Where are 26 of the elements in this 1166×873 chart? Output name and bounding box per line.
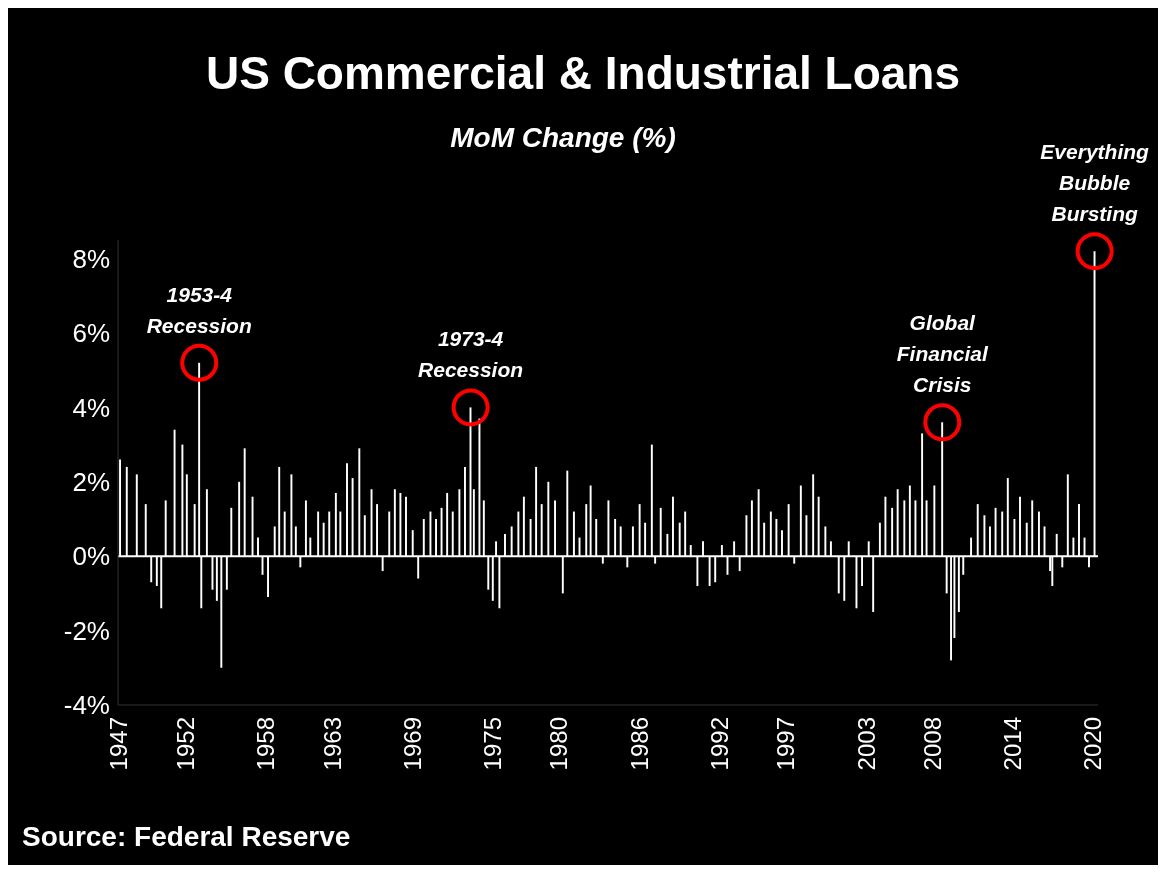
x-tick-label: 2008 xyxy=(919,717,947,771)
y-tick-label: 4% xyxy=(72,392,110,423)
annotation: 1953-4 Recession xyxy=(146,282,252,337)
x-tick-label: 1986 xyxy=(625,717,653,771)
x-tick-label: 2003 xyxy=(852,717,880,771)
y-tick-label: 8% xyxy=(72,243,110,274)
annotation: Everything Bubble Bursting xyxy=(1040,140,1150,226)
x-tick-label: 1997 xyxy=(772,717,800,771)
x-tick-label: 1963 xyxy=(318,717,346,771)
source-note: Source: Federal Reserve xyxy=(22,821,351,853)
x-tick-label: 1975 xyxy=(478,717,506,771)
x-tick-label: 2014 xyxy=(999,717,1027,771)
x-tick-label: 1958 xyxy=(251,717,279,771)
x-tick-label: 1992 xyxy=(705,717,733,771)
chart-subtitle: MoM Change (%) xyxy=(450,122,676,153)
y-tick-label: 2% xyxy=(72,467,110,498)
x-tick-label: 1980 xyxy=(545,717,573,771)
annotation: 1973-4 Recession xyxy=(418,327,524,382)
x-tick-label: 2020 xyxy=(1079,717,1107,771)
x-tick-label: 1969 xyxy=(398,717,426,771)
x-tick-label: 1952 xyxy=(171,717,199,771)
y-tick-label: 0% xyxy=(72,541,110,572)
y-tick-label: 6% xyxy=(72,318,110,349)
chart-title: US Commercial & Industrial Loans xyxy=(204,46,962,100)
y-tick-label: -2% xyxy=(63,615,110,646)
annotation: Global Financial Crisis xyxy=(896,311,989,397)
